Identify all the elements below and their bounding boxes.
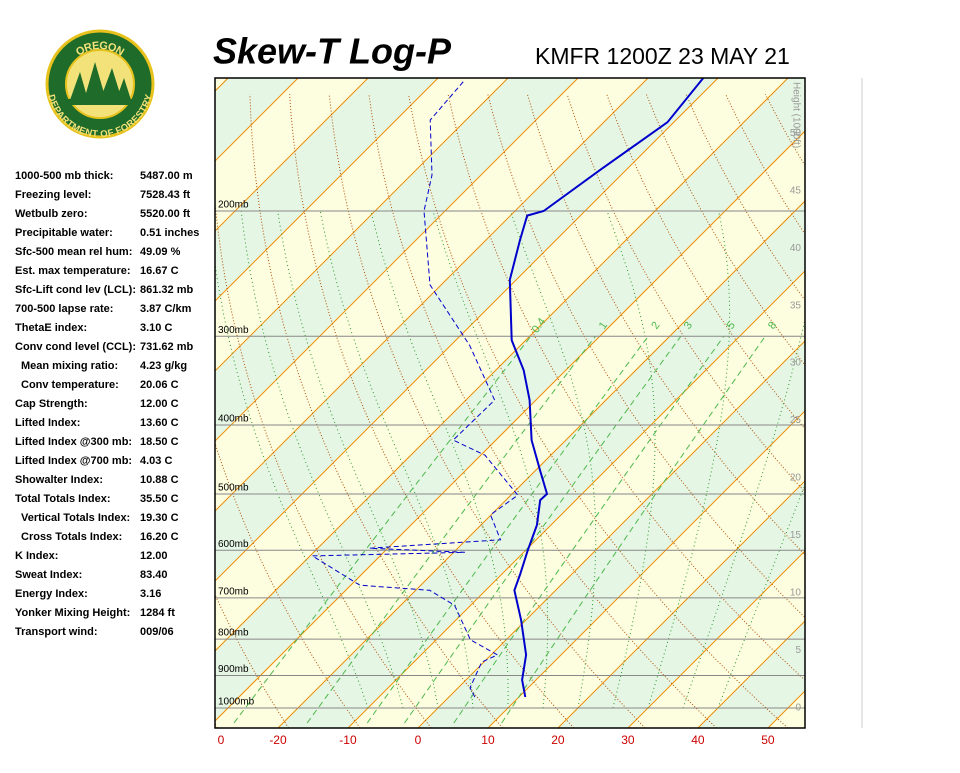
stat-value: 20.06 C (140, 379, 179, 391)
dry-adiabat (805, 94, 960, 728)
stat-label: Total Totals Index: (15, 493, 111, 505)
stat-label: Cross Totals Index: (21, 531, 122, 543)
y-tick-label: 500mb (218, 483, 249, 494)
y2-axis-label: Height (1000ft) (790, 82, 801, 148)
chart-subtitle: KMFR 1200Z 23 MAY 21 (535, 43, 790, 69)
y2-tick-label: 20 (790, 473, 802, 484)
dry-adiabat (884, 94, 960, 728)
stat-label: Wetbulb zero: (15, 208, 88, 220)
y-tick-label: 900mb (218, 664, 249, 675)
stat-value: 10.88 C (140, 474, 179, 486)
stat-value: 7528.43 ft (140, 189, 190, 201)
stat-label: Transport wind: (15, 626, 98, 638)
stat-label: Sfc-500 mean rel hum: (15, 246, 132, 258)
stat-value: 861.32 mb (140, 284, 193, 296)
stat-label: Yonker Mixing Height: (15, 607, 130, 619)
stat-value: 4.03 C (140, 455, 172, 467)
stat-label: Lifted Index @700 mb: (15, 455, 132, 467)
stat-value: 18.50 C (140, 436, 179, 448)
band (838, 78, 960, 728)
stat-label: Precipitable water: (15, 227, 113, 239)
stat-label: Freezing level: (15, 189, 91, 201)
stat-label: Lifted Index @300 mb: (15, 436, 132, 448)
x-tick-label: -20 (269, 733, 287, 747)
stat-label: Est. max temperature: (15, 265, 131, 277)
stat-label: Conv temperature: (21, 379, 119, 391)
isotherm (838, 78, 960, 728)
stat-label: Cap Strength: (15, 398, 88, 410)
stat-label: Mean mixing ratio: (21, 360, 118, 372)
x-tick-label: 30 (621, 733, 635, 747)
stat-label: Showalter Index: (15, 474, 103, 486)
stat-value: 5520.00 ft (140, 208, 190, 220)
y2-tick-label: 15 (790, 530, 802, 541)
x-tick-label: -10 (339, 733, 357, 747)
y-tick-label: 300mb (218, 325, 249, 336)
stat-value: 731.62 mb (140, 341, 193, 353)
y2-tick-label: 45 (790, 185, 802, 196)
stat-label: Lifted Index: (15, 417, 80, 429)
y-tick-label: 800mb (218, 628, 249, 639)
stat-value: 13.60 C (140, 417, 179, 429)
stat-value: 35.50 C (140, 493, 179, 505)
y2-tick-label: 30 (790, 358, 802, 369)
stat-label: 1000-500 mb thick: (15, 170, 113, 182)
stat-value: 12.00 C (140, 398, 179, 410)
y-tick-label: 600mb (218, 539, 249, 550)
stat-value: 0.51 inches (140, 227, 199, 239)
y-tick-label: 200mb (218, 200, 249, 211)
stat-value: 12.00 (140, 550, 168, 562)
y-tick-label: 400mb (218, 414, 249, 425)
y-tick-label: 1000mb (218, 697, 255, 708)
stat-value: 16.67 C (140, 265, 179, 277)
stat-value: 3.87 C/km (140, 303, 192, 315)
y2-tick-label: 40 (790, 243, 802, 254)
stat-value: 4.23 g/kg (140, 360, 187, 372)
stat-value: 49.09 % (140, 246, 181, 258)
stat-value: 3.16 (140, 588, 161, 600)
stat-value: 83.40 (140, 569, 168, 581)
chart-title: Skew-T Log-P (213, 31, 452, 72)
stat-label: Vertical Totals Index: (21, 512, 130, 524)
dry-adiabat (924, 94, 960, 728)
stat-value: 5487.00 m (140, 170, 193, 182)
logo: OREGON DEPARTMENT OF FORESTRY (46, 31, 155, 140)
y2-tick-label: 10 (790, 588, 802, 599)
x-tick-label: 0 (218, 733, 225, 747)
x-tick-label: 20 (551, 733, 565, 747)
y2-tick-label: 25 (790, 415, 802, 426)
stat-value: 16.20 C (140, 531, 179, 543)
stat-label: Conv cond level (CCL): (15, 341, 136, 353)
stat-value: 19.30 C (140, 512, 179, 524)
stat-label: Sfc-Lift cond lev (LCL): (15, 284, 136, 296)
x-tick-label: 40 (691, 733, 705, 747)
y2-tick-label: 35 (790, 300, 802, 311)
stat-value: 1284 ft (140, 607, 175, 619)
y-tick-label: 700mb (218, 586, 249, 597)
x-tick-label: 10 (481, 733, 495, 747)
y2-tick-label: 0 (795, 703, 801, 714)
x-tick-label: 0 (415, 733, 422, 747)
stat-label: Energy Index: (15, 588, 88, 600)
stat-label: 700-500 lapse rate: (15, 303, 113, 315)
stat-label: Sweat Index: (15, 569, 82, 581)
stat-label: K Index: (15, 550, 58, 562)
y2-tick-label: 5 (795, 645, 801, 656)
x-tick-label: 50 (761, 733, 775, 747)
stat-value: 3.10 C (140, 322, 172, 334)
stat-label: ThetaE index: (15, 322, 87, 334)
stat-value: 009/06 (140, 626, 174, 638)
stats-panel: 1000-500 mb thick: 5487.00 m Freezing leve… (15, 170, 199, 638)
